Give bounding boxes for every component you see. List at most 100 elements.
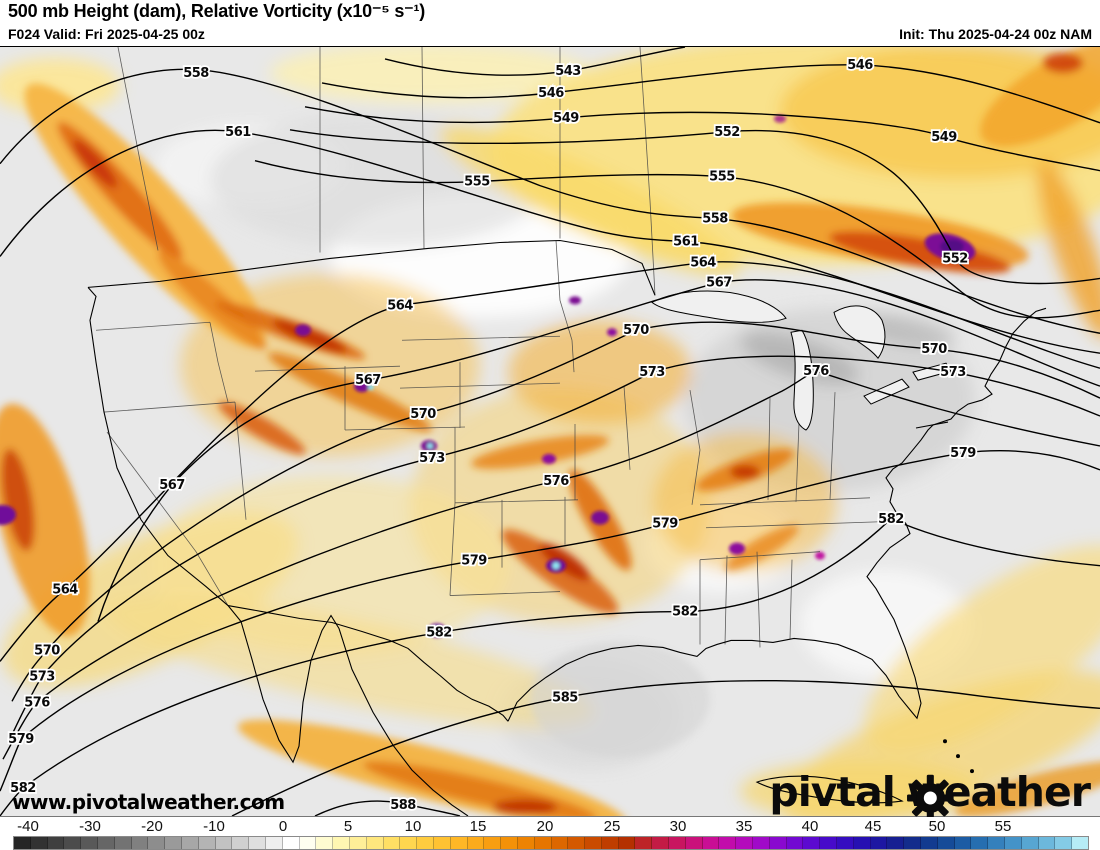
colorbar-ticks: -40 -30 -20 -10 0 5 10 15 20 25 30 35 40 45 50 55 [0, 817, 1100, 835]
colorbar-segment [1005, 837, 1022, 849]
lake-michigan [790, 329, 814, 431]
colorbar-segment [47, 837, 65, 849]
bahamas-island [943, 739, 947, 744]
contour-555 [254, 160, 1100, 319]
contour-label: 573 [639, 365, 665, 380]
colorbar-tick: 5 [343, 818, 353, 835]
colorbar-segment [618, 837, 636, 849]
colorbar-segment [1038, 837, 1056, 849]
colorbar-segment [1021, 837, 1039, 849]
colorbar-segment [333, 837, 350, 849]
colorbar-segment [282, 837, 300, 849]
contour-588 [314, 800, 461, 816]
contour-label: 552 [942, 251, 968, 266]
contour-label: 555 [709, 170, 735, 185]
colorbar-tick: 20 [536, 818, 554, 835]
colorbar-segment [685, 837, 703, 849]
contour-576 [2, 370, 1100, 760]
contour-label: 549 [931, 130, 957, 145]
colorbar-segment [349, 837, 367, 849]
contour-585 [231, 679, 1100, 816]
colorbar-segment [14, 837, 31, 849]
contour-label: 564 [690, 255, 716, 270]
colorbar-segment [837, 837, 854, 849]
colorbar-tick: -20 [141, 818, 163, 835]
colorbar-segment [769, 837, 787, 849]
colorbar-segment [971, 837, 989, 849]
colorbar-segment [820, 837, 838, 849]
contour-label: 579 [8, 732, 34, 747]
colorbar-segment [585, 837, 602, 849]
colorbar-segment [400, 837, 418, 849]
colorbar-segment [215, 837, 233, 849]
rio-grande-border [227, 605, 509, 722]
contour-573 [7, 355, 1100, 744]
contour-label: 546 [847, 58, 873, 73]
lake-superior [651, 290, 787, 323]
colorbar-segment [753, 837, 770, 849]
colorbar-segment [299, 837, 317, 849]
colorbar-tick: -30 [79, 818, 101, 835]
cuba-coastline [755, 775, 904, 804]
contour-label: 564 [387, 298, 413, 313]
colorbar-segment [484, 837, 502, 849]
contour-label: 546 [538, 86, 564, 101]
colorbar-tick: 15 [469, 818, 487, 835]
model-init-time: Init: Thu 2025-04-24 00z NAM [899, 26, 1092, 42]
contour-label: 579 [461, 554, 487, 569]
contour-564 [0, 261, 1100, 662]
colorbar-segment [534, 837, 552, 849]
contour-label: 588 [390, 798, 416, 813]
colorbar-segment [265, 837, 283, 849]
contour-label: 567 [355, 373, 381, 388]
colorbar-segment [702, 837, 720, 849]
colorbar-tick: -10 [203, 818, 225, 835]
colorbar-segment [551, 837, 569, 849]
colorbar-segment [803, 837, 821, 849]
colorbar-segment [870, 837, 888, 849]
colorbar-segment [719, 837, 737, 849]
canada-border [87, 239, 656, 296]
colorbar-tick: 55 [994, 818, 1012, 835]
forecast-valid-time: F024 Valid: Fri 2025-04-25 00z [8, 26, 205, 42]
colorbar-segment [937, 837, 955, 849]
map-title: 500 mb Height (dam), Relative Vorticity … [8, 1, 426, 21]
gear-icon [907, 774, 954, 822]
colorbar-segment [921, 837, 938, 849]
colorbar-segment [517, 837, 535, 849]
colorbar-segment [988, 837, 1006, 849]
contour-label: 582 [672, 605, 698, 620]
colorbar-segment [887, 837, 905, 849]
logo-text-piv: piv [769, 768, 837, 816]
colorbar-tick: 0 [278, 818, 288, 835]
colorbar-segment [1055, 837, 1073, 849]
bahamas-island [956, 754, 960, 759]
colorbar-segment [954, 837, 972, 849]
lake-huron [833, 305, 886, 360]
contour-label: 558 [183, 66, 209, 81]
colorbar-tick: 30 [669, 818, 687, 835]
contour-549 [304, 106, 1100, 172]
colorbar-segment [198, 837, 216, 849]
colorbar-tick: 10 [404, 818, 422, 835]
colorbar-footer: -40 -30 -20 -10 0 5 10 15 20 25 30 35 40 45 50 55 [0, 817, 1100, 850]
contour-label: 564 [52, 583, 78, 598]
contour-label: 543 [555, 64, 581, 79]
contour-label: 561 [225, 125, 251, 140]
colorbar-tick: 25 [603, 818, 621, 835]
colorbar [13, 836, 1089, 850]
colorbar-tick: 35 [735, 818, 753, 835]
contour-558 [0, 68, 1100, 334]
colorbar-segment [568, 837, 586, 849]
watermark-url: www.pivotalweather.com [12, 790, 285, 814]
contour-label: 576 [543, 474, 569, 489]
contour-582 [0, 517, 1100, 816]
contour-label: 570 [34, 643, 60, 658]
colorbar-segment [30, 837, 48, 849]
contour-label: 567 [706, 275, 732, 290]
colorbar-segment [433, 837, 451, 849]
contour-label: 579 [950, 446, 976, 461]
colorbar-tick: 50 [928, 818, 946, 835]
pivotal-weather-logo: piv tal [769, 768, 1091, 822]
